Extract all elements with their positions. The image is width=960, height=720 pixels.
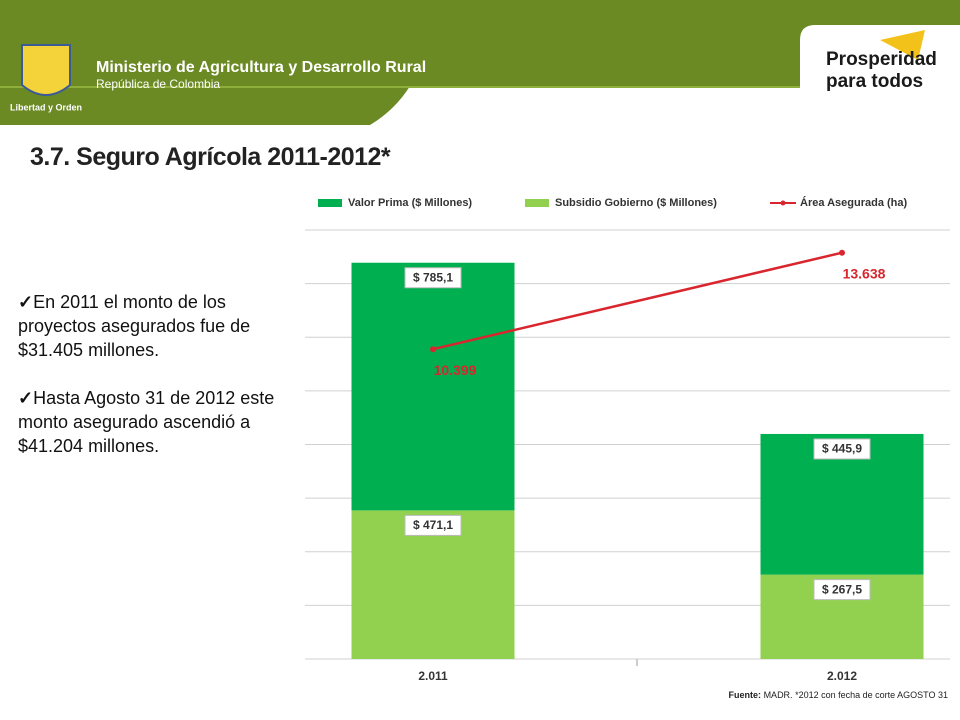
coat-of-arms — [21, 44, 71, 96]
line-value-label: 10.399 — [434, 362, 477, 378]
slogan-flag — [880, 30, 925, 60]
slogan-top: Prosperidad — [826, 49, 937, 70]
ministry: Ministerio de Agricultura y Desarrollo R… — [96, 59, 426, 76]
bullet: En 2011 el monto de los proyectos asegur… — [18, 290, 280, 362]
slide-title: 3.7. Seguro Agrícola 2011-2012* — [30, 143, 391, 171]
legend-label: Área Asegurada (ha) — [800, 196, 908, 209]
value-label-box — [813, 438, 871, 460]
source-note: Fuente: MADR. *2012 con fecha de corte A… — [729, 690, 948, 700]
source-text: MADR. *2012 con fecha de corte AGOSTO 31 — [763, 690, 948, 700]
legend-label: Valor Prima ($ Millones) — [348, 197, 472, 209]
legend-swatch — [525, 199, 549, 207]
legend-swatch — [780, 200, 786, 206]
value-label-box — [404, 514, 462, 536]
value-label: $ 471,1 — [413, 518, 453, 532]
bar-segment — [351, 262, 515, 511]
source-label: Fuente: — [728, 690, 762, 700]
republic: República de Colombia — [96, 77, 220, 91]
legend-label: Subsidio Gobierno ($ Millones) — [555, 197, 717, 209]
line-series — [432, 251, 843, 351]
header-line — [0, 86, 960, 88]
slogan-bottom: para todos — [826, 71, 923, 92]
line-value-label: 13.638 — [843, 265, 886, 281]
line-point — [839, 249, 845, 256]
legend-swatch — [318, 199, 342, 207]
bullet-list: En 2011 el monto de los proyectos asegur… — [18, 290, 280, 482]
header-band-tail — [0, 86, 410, 125]
value-label: $ 267,5 — [822, 582, 862, 596]
value-label: $ 445,9 — [822, 442, 862, 456]
x-tick-label: 2.012 — [827, 669, 857, 683]
value-label: $ 785,1 — [413, 270, 453, 284]
value-label-box — [404, 267, 462, 289]
x-tick-label: 2.011 — [418, 669, 448, 683]
bullet: Hasta Agosto 31 de 2012 este monto asegu… — [18, 386, 280, 458]
line-point — [430, 346, 436, 353]
motto: Libertad y Orden — [10, 102, 82, 112]
value-label-box — [813, 579, 871, 601]
